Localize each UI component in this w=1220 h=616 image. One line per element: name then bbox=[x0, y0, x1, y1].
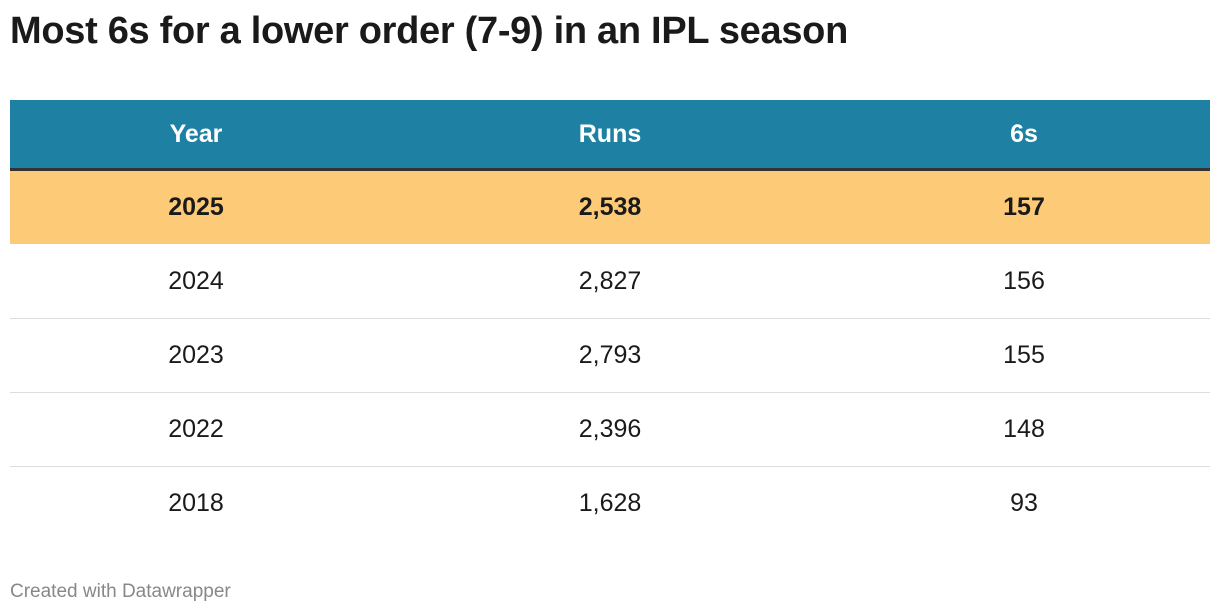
table-cell: 155 bbox=[838, 318, 1210, 393]
header-cell: Runs bbox=[382, 100, 838, 171]
table-cell: 2024 bbox=[10, 244, 382, 319]
table-cell: 148 bbox=[838, 392, 1210, 467]
table-cell: 2022 bbox=[10, 392, 382, 467]
table-cell: 1,628 bbox=[578, 489, 642, 517]
table-cell: 2018 bbox=[168, 489, 224, 517]
table-row: 2023 2,793 155 bbox=[10, 318, 1210, 393]
table-cell: 156 bbox=[838, 244, 1210, 319]
table-cell: 2023 bbox=[10, 318, 382, 393]
header-row: Year Runs 6s bbox=[10, 100, 1210, 171]
table-row: 2022 2,396 148 bbox=[10, 392, 1210, 467]
header-cell: 6s bbox=[838, 100, 1210, 171]
table-cell: 2025 bbox=[10, 169, 382, 245]
table-row: 2018 1,628 93 bbox=[10, 467, 1210, 541]
table-cell: 2,827 bbox=[382, 244, 838, 319]
table-cell: 157 bbox=[838, 169, 1210, 245]
table-row: 2024 2,827 156 bbox=[10, 244, 1210, 319]
footer: Created with Datawrapper bbox=[10, 581, 231, 602]
table-cell: 2,538 bbox=[382, 169, 838, 245]
title: Most 6s for a lower order (7-9) in an IP… bbox=[10, 10, 849, 52]
table-cell: 93 bbox=[1010, 489, 1038, 517]
header-cell: Year bbox=[10, 100, 382, 171]
table-cell: 2,396 bbox=[382, 392, 838, 467]
data-table: Year Runs 6s 2025 2,538 157 2024 2,827 156 2023 2… bbox=[10, 100, 1210, 540]
table-row: 2025 2,538 157 bbox=[10, 169, 1210, 245]
table-body: 2025 2,538 157 2024 2,827 156 2023 2,793 155 2022… bbox=[10, 169, 1210, 541]
table-cell: 2,793 bbox=[382, 318, 838, 393]
